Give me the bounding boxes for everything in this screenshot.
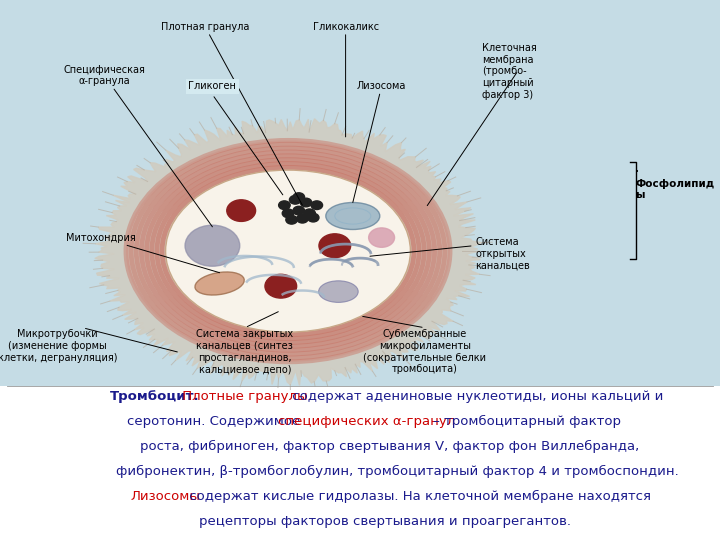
Circle shape: [286, 215, 297, 224]
Ellipse shape: [195, 272, 244, 295]
Ellipse shape: [126, 140, 450, 362]
Text: Система закрытых
канальцев (синтез
простагландинов,
кальциевое депо): Система закрытых канальцев (синтез прост…: [197, 329, 293, 374]
Ellipse shape: [325, 202, 380, 230]
Text: Плотная гранула: Плотная гранула: [161, 22, 302, 205]
Text: содержат кислые гидролазы. На клеточной мембране находятся: содержат кислые гидролазы. На клеточной …: [185, 490, 651, 503]
Circle shape: [311, 201, 323, 210]
Ellipse shape: [166, 170, 410, 332]
Circle shape: [279, 201, 290, 210]
Circle shape: [307, 213, 319, 222]
Text: Митохондрия: Митохондрия: [66, 233, 220, 273]
Circle shape: [297, 214, 308, 223]
Circle shape: [289, 195, 301, 204]
Circle shape: [293, 193, 305, 201]
Text: Лизосома: Лизосома: [353, 82, 406, 202]
Circle shape: [265, 274, 297, 298]
Circle shape: [304, 209, 315, 218]
Text: ·
Фосфолипид
ы: · Фосфолипид ы: [635, 167, 714, 200]
Text: серотонин. Содержимое: серотонин. Содержимое: [127, 415, 305, 428]
Circle shape: [369, 228, 395, 247]
Circle shape: [227, 200, 256, 221]
Circle shape: [282, 209, 294, 218]
Text: роста, фибриноген, фактор свертывания V, фактор фон Виллебранда,: роста, фибриноген, фактор свертывания V,…: [140, 440, 639, 453]
Text: Система
открытых
канальцев: Система открытых канальцев: [475, 237, 530, 271]
FancyBboxPatch shape: [0, 386, 720, 540]
Text: Субмембранные
микрофиламенты
(сократительные белки
тромбоцита): Субмембранные микрофиламенты (сократител…: [364, 329, 486, 374]
Text: Микротрубочки
(изменение формы
клетки, дегрануляция): Микротрубочки (изменение формы клетки, д…: [0, 329, 117, 362]
Text: специфических α-гранул: специфических α-гранул: [278, 415, 455, 428]
Text: Лизосомы: Лизосомы: [130, 490, 200, 503]
Ellipse shape: [319, 281, 359, 302]
Text: Гликокаликс: Гликокаликс: [312, 22, 379, 137]
Text: Плотные гранулы: Плотные гранулы: [178, 390, 307, 403]
Text: рецепторы факторов свертывания и проагрегантов.: рецепторы факторов свертывания и проагре…: [199, 515, 571, 528]
Circle shape: [319, 234, 351, 258]
Text: фибронектин, β-тромбоглобулин, тромбоцитарный фактор 4 и тромбоспондин.: фибронектин, β-тромбоглобулин, тромбоцит…: [117, 465, 679, 478]
Text: Специфическая
α-гранула: Специфическая α-гранула: [63, 65, 212, 227]
Text: Гликоген: Гликоген: [189, 82, 236, 91]
Text: Тромбоцит.: Тромбоцит.: [109, 390, 199, 403]
Text: содержат адениновые нуклеотиды, ионы кальций и: содержат адениновые нуклеотиды, ионы кал…: [288, 390, 663, 403]
Circle shape: [300, 198, 312, 207]
Polygon shape: [95, 119, 482, 386]
Circle shape: [185, 225, 240, 266]
Text: – тромбоцитарный фактор: – тромбоцитарный фактор: [428, 415, 621, 428]
Text: Клеточная
мембрана
(тромбо-
цитарный
фактор 3): Клеточная мембрана (тромбо- цитарный фак…: [482, 43, 537, 99]
Circle shape: [293, 206, 305, 215]
